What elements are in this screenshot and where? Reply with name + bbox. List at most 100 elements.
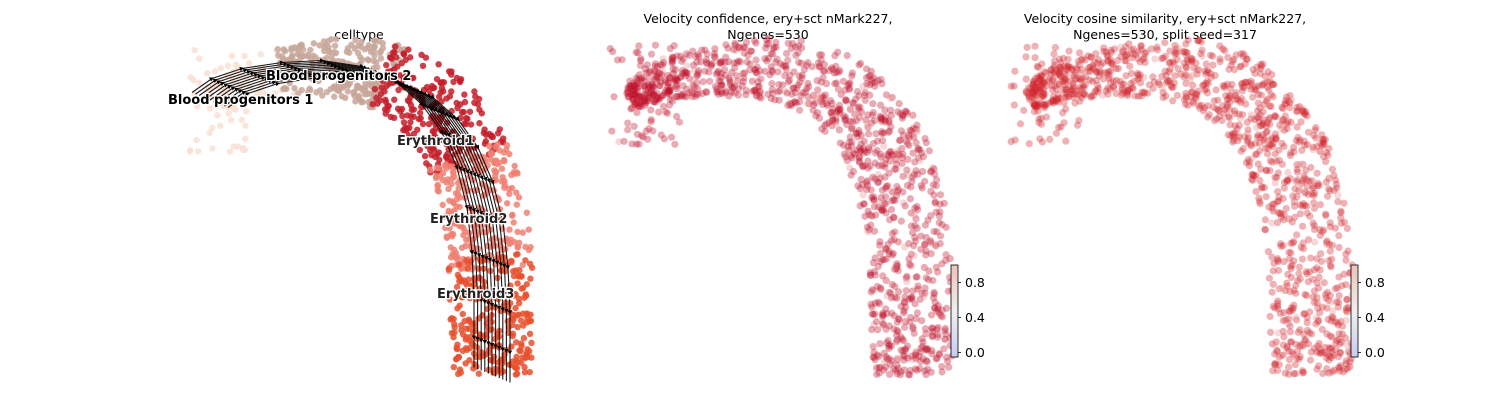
cell-point: [1302, 268, 1310, 276]
cell-point: [1277, 351, 1286, 360]
cell-point: [940, 345, 948, 353]
cell-point: [767, 63, 775, 71]
cell-point: [1192, 90, 1200, 98]
cell-point: [841, 86, 849, 94]
cell-point: [281, 47, 289, 55]
cell-point: [1249, 176, 1257, 184]
cell-point: [870, 74, 878, 82]
cell-point: [288, 46, 295, 54]
cell-point: [865, 211, 873, 219]
cell-point: [508, 343, 515, 350]
cell-point: [796, 78, 804, 86]
cell-point: [1310, 287, 1319, 295]
cell-point: [934, 330, 942, 339]
cell-point: [899, 188, 907, 196]
cell-point: [1265, 203, 1273, 211]
cell-point: [850, 149, 858, 157]
cell-point: [891, 197, 899, 205]
cell-point: [873, 351, 882, 359]
cell-point: [930, 165, 938, 173]
cell-point: [935, 349, 943, 358]
cell-point: [1059, 85, 1068, 94]
cell-point: [635, 93, 643, 101]
cell-point: [1218, 116, 1226, 125]
cell-point: [832, 79, 841, 87]
cell-point: [732, 46, 740, 54]
cell-point: [281, 85, 288, 92]
cell-point: [647, 116, 655, 124]
cell-point: [702, 58, 710, 66]
cell-point: [453, 203, 460, 210]
cell-point: [937, 312, 945, 320]
cell-point: [904, 354, 912, 362]
cell-point: [865, 226, 873, 234]
cell-point: [690, 83, 699, 92]
cell-point: [1039, 79, 1048, 87]
cell-point: [1268, 204, 1276, 212]
cell-point: [1007, 137, 1015, 146]
cell-point: [932, 208, 940, 216]
cell-point: [783, 89, 791, 97]
cell-point: [944, 357, 952, 365]
cell-point: [1075, 61, 1084, 69]
cell-point: [651, 62, 659, 71]
cell-point: [1243, 136, 1252, 144]
cell-point: [755, 82, 763, 91]
cell-point: [1167, 82, 1175, 90]
cell-point: [204, 69, 211, 77]
cell-point: [361, 84, 368, 92]
cell-point: [1041, 90, 1049, 98]
cell-point: [875, 300, 884, 308]
cell-point: [866, 271, 875, 279]
cell-point: [1241, 78, 1249, 87]
cell-point: [1187, 58, 1195, 66]
cell-point: [938, 362, 946, 371]
cell-point: [1306, 308, 1314, 316]
cell-point: [739, 70, 747, 78]
cell-point: [1287, 96, 1296, 104]
cell-point: [832, 117, 840, 125]
cell-point: [1338, 282, 1346, 290]
cell-point: [664, 79, 672, 87]
cell-point: [652, 72, 660, 80]
cell-point: [1135, 74, 1143, 82]
cell-point: [355, 42, 362, 49]
cell-point: [1333, 284, 1342, 292]
cell-point: [877, 285, 885, 294]
cell-point: [1295, 355, 1303, 363]
cell-point: [1285, 215, 1293, 223]
cell-point: [935, 309, 943, 317]
cell-point: [845, 80, 853, 88]
cell-point: [856, 144, 864, 152]
cell-point: [677, 73, 685, 81]
cell-point: [1065, 83, 1073, 91]
cell-point: [1147, 45, 1156, 53]
cell-point: [874, 262, 882, 271]
cell-point: [872, 211, 880, 219]
cell-point: [905, 371, 913, 379]
cell-point: [1099, 59, 1107, 67]
cell-point: [526, 348, 533, 355]
cell-point: [528, 339, 535, 347]
cell-point: [1326, 223, 1335, 231]
cell-point: [633, 80, 641, 88]
cell-point: [1230, 133, 1238, 141]
cell-point: [779, 61, 787, 70]
cell-point: [932, 263, 940, 271]
cell-point: [1067, 87, 1075, 95]
cell-point: [1055, 55, 1064, 63]
cell-point: [1320, 152, 1328, 161]
cell-point: [392, 43, 399, 50]
cell-point: [885, 127, 894, 135]
cell-point: [1238, 111, 1247, 119]
cell-point: [812, 112, 820, 120]
cell-point: [832, 68, 841, 77]
cell-point: [1296, 185, 1304, 193]
cell-point: [1274, 366, 1282, 375]
cell-point: [1029, 81, 1037, 89]
cell-point: [516, 272, 523, 280]
cell-point: [726, 81, 734, 89]
cell-point: [897, 368, 905, 376]
cell-point: [634, 102, 642, 110]
cell-point: [1260, 183, 1268, 192]
